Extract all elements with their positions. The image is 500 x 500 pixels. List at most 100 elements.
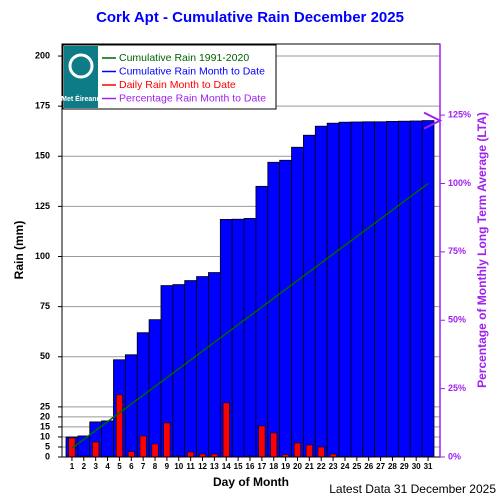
logo-text: Met Éireann	[61, 94, 101, 103]
y-tick-label: 25	[40, 401, 50, 411]
cumulative-bar	[350, 121, 364, 458]
x-tick-label: 24	[341, 462, 350, 471]
y2-tick-label: 0%	[448, 451, 461, 461]
x-tick-label: 30	[412, 462, 421, 471]
layer	[65, 120, 435, 458]
y-tick-label: 75	[40, 301, 50, 311]
cumulative-bar	[279, 159, 292, 458]
cumulative-bar	[196, 276, 209, 458]
y-tick-label: 150	[35, 151, 50, 161]
x-tick-label: 12	[198, 462, 207, 471]
y-axis-label: Rain (mm)	[12, 221, 26, 280]
cumulative-bar	[314, 125, 328, 458]
x-tick-label: 28	[388, 462, 397, 471]
x-tick-label: 20	[293, 462, 302, 471]
cumulative-bar	[255, 185, 269, 458]
x-tick-label: 23	[329, 462, 338, 471]
y-tick-label: 125	[35, 201, 50, 211]
y-tick-label: 20	[40, 411, 50, 421]
x-tick-label: 25	[352, 462, 361, 471]
x-tick-label: 10	[174, 462, 183, 471]
y2-tick-label: 125%	[448, 109, 471, 119]
x-tick-label: 14	[222, 462, 231, 471]
y-tick-label: 175	[35, 101, 50, 111]
x-tick-label: 22	[317, 462, 326, 471]
x-tick-label: 26	[364, 462, 373, 471]
logo-swirl	[68, 53, 94, 79]
cumulative-bar	[231, 218, 245, 458]
daily-bar	[92, 441, 100, 458]
daily-bar	[163, 422, 171, 458]
daily-bar	[139, 435, 147, 458]
daily-bar	[222, 402, 230, 458]
daily-bar	[258, 425, 266, 458]
x-tick-label: 13	[210, 462, 219, 471]
cumulative-bar	[409, 120, 423, 458]
y-tick-label: 10	[40, 431, 50, 441]
cumulative-bar	[124, 354, 138, 458]
cumulative-bar	[172, 284, 186, 458]
x-tick-label: 29	[400, 462, 409, 471]
x-tick-label: 31	[424, 462, 433, 471]
x-tick-label: 2	[82, 462, 87, 471]
cumulative-bar	[291, 146, 304, 458]
x-tick-label: 6	[129, 462, 134, 471]
cumulative-bar	[326, 122, 340, 458]
cumulative-bar	[148, 319, 162, 458]
x-tick-label: 3	[93, 462, 98, 471]
daily-bar	[293, 442, 301, 458]
x-tick-label: 9	[165, 462, 170, 471]
y-tick-label: 15	[40, 421, 50, 431]
cumulative-bar	[397, 120, 411, 458]
daily-bar	[317, 446, 325, 458]
y2-tick-label: 100%	[448, 178, 471, 188]
legend-label: Daily Rain Month to Date	[119, 79, 236, 91]
x-tick-label: 11	[186, 462, 195, 471]
legend-label: Cumulative Rain Month to Date	[119, 65, 265, 77]
x-tick-label: 15	[234, 462, 243, 471]
y-tick-label: 200	[35, 50, 50, 60]
x-tick-label: 27	[376, 462, 385, 471]
x-axis-label: Day of Month	[213, 475, 289, 489]
x-tick-label: 19	[281, 462, 290, 471]
daily-bar	[151, 443, 159, 458]
legend-label: Percentage Rain Month to Date	[119, 92, 266, 104]
x-tick-label: 17	[257, 462, 266, 471]
daily-bar	[127, 451, 135, 458]
x-tick-label: 5	[117, 462, 122, 471]
chart-title: Cork Apt - Cumulative Rain December 2025	[96, 9, 404, 26]
y-tick-label: 100	[35, 251, 50, 261]
cumulative-bar	[267, 161, 281, 458]
daily-bar	[305, 444, 313, 458]
y-tick-label: 5	[45, 441, 50, 451]
cumulative-bar	[303, 134, 316, 458]
y2-tick-label: 25%	[448, 383, 466, 393]
y-tick-label: 50	[40, 351, 50, 361]
daily-bar	[187, 451, 195, 458]
x-tick-label: 4	[105, 462, 110, 471]
cumulative-bar	[101, 420, 114, 458]
cumulative-bar	[184, 280, 197, 458]
y2-axis-label: Percentage of Monthly Long Term Average …	[475, 112, 489, 388]
legend-label: Cumulative Rain 1991-2020	[119, 52, 249, 64]
x-tick-label: 7	[141, 462, 146, 471]
x-tick-label: 18	[269, 462, 278, 471]
y2-tick-label: 75%	[448, 246, 466, 256]
y-tick-label: 0	[45, 451, 50, 461]
cumulative-bar	[362, 121, 376, 458]
layer: 051015202550751001251501752000%25%50%75%…	[35, 43, 471, 471]
y2-tick-label: 50%	[448, 315, 466, 325]
cumulative-bar	[208, 272, 221, 458]
cumulative-bar	[386, 120, 399, 458]
lta-line	[71, 182, 429, 449]
footer: Latest Data 31 December 2025	[329, 482, 496, 496]
cumulative-bar	[338, 121, 352, 458]
daily-bar	[115, 394, 123, 458]
cumulative-bar	[421, 120, 435, 458]
cumulative-bar	[374, 121, 387, 458]
x-tick-label: 8	[153, 462, 158, 471]
daily-bar	[270, 432, 278, 458]
x-tick-label: 1	[70, 462, 75, 471]
x-tick-label: 21	[305, 462, 314, 471]
